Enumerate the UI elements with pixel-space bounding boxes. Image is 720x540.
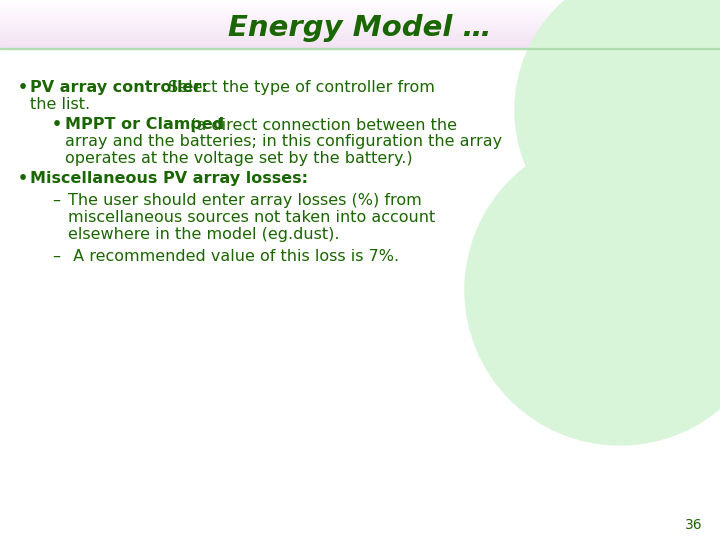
Bar	[0, 20, 720, 21]
Text: –: –	[52, 193, 60, 208]
Bar	[0, 4, 720, 5]
Bar	[0, 27, 720, 28]
Bar	[0, 9, 720, 10]
Bar	[0, 29, 720, 30]
Bar	[0, 46, 720, 47]
Bar	[0, 39, 720, 40]
Text: A recommended value of this loss is 7%.: A recommended value of this loss is 7%.	[68, 249, 399, 264]
Bar	[0, 47, 720, 48]
Bar	[0, 24, 720, 25]
Text: •: •	[18, 171, 28, 186]
Text: operates at the voltage set by the battery.): operates at the voltage set by the batte…	[65, 151, 413, 166]
Bar	[0, 10, 720, 11]
Bar	[0, 41, 720, 42]
Text: MPPT or Clamped: MPPT or Clamped	[65, 117, 224, 132]
Bar	[0, 5, 720, 6]
Text: The user should enter array losses (%) from: The user should enter array losses (%) f…	[68, 193, 422, 208]
Bar	[0, 31, 720, 32]
Bar	[0, 2, 720, 3]
Bar	[0, 6, 720, 7]
Bar	[0, 44, 720, 45]
Bar	[0, 22, 720, 23]
Text: array and the batteries; in this configuration the array: array and the batteries; in this configu…	[65, 134, 502, 149]
Bar	[0, 28, 720, 29]
Bar	[0, 21, 720, 22]
Text: the list.: the list.	[30, 97, 90, 112]
Bar	[0, 37, 720, 38]
Bar	[0, 33, 720, 34]
Bar	[0, 30, 720, 31]
Text: (a direct connection between the: (a direct connection between the	[185, 117, 457, 132]
Bar	[0, 43, 720, 44]
Text: •: •	[52, 117, 62, 132]
Bar	[0, 42, 720, 43]
Bar	[0, 0, 720, 1]
Bar	[0, 35, 720, 36]
Bar	[0, 16, 720, 17]
Bar	[0, 40, 720, 41]
Bar	[0, 36, 720, 37]
Bar	[0, 14, 720, 15]
Bar	[0, 23, 720, 24]
Text: •: •	[18, 80, 28, 95]
Bar	[0, 34, 720, 35]
Bar	[0, 18, 720, 19]
Text: Miscellaneous PV array losses:: Miscellaneous PV array losses:	[30, 171, 308, 186]
Text: Energy Model …: Energy Model …	[228, 14, 492, 42]
Bar	[0, 38, 720, 39]
Circle shape	[465, 135, 720, 445]
Bar	[0, 32, 720, 33]
Text: elsewhere in the model (eg.dust).: elsewhere in the model (eg.dust).	[68, 227, 340, 242]
Bar	[0, 11, 720, 12]
Bar	[0, 7, 720, 8]
Text: –: –	[52, 249, 60, 264]
Bar	[0, 26, 720, 27]
Bar	[0, 17, 720, 18]
Text: miscellaneous sources not taken into account: miscellaneous sources not taken into acc…	[68, 210, 436, 225]
Text: Select the type of controller from: Select the type of controller from	[163, 80, 435, 95]
Text: 36: 36	[685, 518, 703, 532]
Circle shape	[515, 0, 720, 255]
Bar	[0, 1, 720, 2]
Bar	[0, 12, 720, 13]
Bar	[0, 19, 720, 20]
Bar	[0, 48, 720, 49]
Bar	[0, 3, 720, 4]
Bar	[0, 25, 720, 26]
Bar	[0, 45, 720, 46]
Bar	[0, 13, 720, 14]
Text: PV array controller:: PV array controller:	[30, 80, 208, 95]
Bar	[0, 8, 720, 9]
Bar	[0, 15, 720, 16]
